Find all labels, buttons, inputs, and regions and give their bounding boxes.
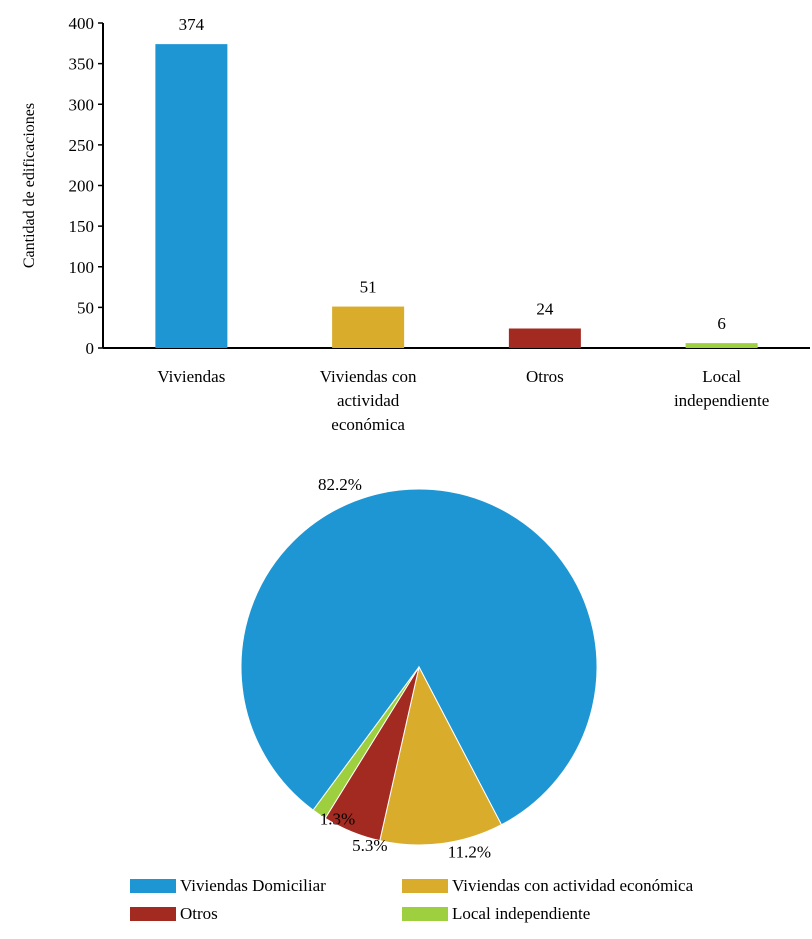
- pie-slice: [312, 666, 420, 819]
- legend-label: Otros: [180, 904, 218, 923]
- bar-data-label: 6: [717, 314, 726, 333]
- bar: [155, 44, 228, 348]
- x-tick-label: Otros: [526, 367, 564, 386]
- pie-data-label: 1.3%: [320, 810, 355, 829]
- y-tick-label: 100: [69, 258, 95, 277]
- x-tick-label: Viviendas con: [320, 367, 417, 386]
- y-axis-label: Cantidad de edificaciones: [21, 103, 38, 268]
- bar-data-label: 24: [536, 300, 554, 319]
- y-tick-label: 50: [77, 298, 94, 317]
- pie-chart: 82.2% 11.2% 5.3% 1.3%: [240, 475, 598, 861]
- x-tick-label: actividad: [337, 391, 400, 410]
- bar-chart: 0 50 100 150 200 250 300 350 400 Cantidad de edif…: [21, 14, 810, 434]
- legend-swatch: [130, 907, 176, 921]
- x-tick-label: independiente: [674, 391, 769, 410]
- x-tick-label: Local: [702, 367, 741, 386]
- legend-item-otros: Otros: [130, 904, 218, 924]
- legend-swatch: [402, 879, 448, 893]
- pie-data-label: 11.2%: [448, 842, 491, 861]
- y-tick-label: 250: [69, 136, 95, 155]
- y-tick-label: 300: [69, 95, 95, 114]
- pie-legend: Viviendas Domiciliar Viviendas con activ…: [130, 876, 790, 936]
- legend-label: Viviendas Domiciliar: [180, 876, 326, 895]
- legend-label: Viviendas con actividad económica: [452, 876, 694, 895]
- pie-slice: [379, 665, 503, 846]
- pie-data-label: 5.3%: [352, 836, 387, 855]
- legend-swatch: [402, 907, 448, 921]
- legend-label: Local independiente: [452, 904, 591, 923]
- legend-item-local-independiente: Local independiente: [402, 904, 590, 924]
- y-tick-label: 350: [69, 55, 95, 74]
- bar: [332, 306, 405, 348]
- bar: [508, 328, 581, 348]
- bar-data-label: 51: [360, 278, 377, 297]
- x-tick-label: Viviendas: [157, 367, 225, 386]
- legend-swatch: [130, 879, 176, 893]
- y-tick-label: 0: [86, 339, 95, 358]
- y-tick-label: 150: [69, 217, 95, 236]
- y-tick-label: 400: [69, 14, 95, 33]
- x-tick-label: económica: [331, 415, 405, 434]
- pie-data-label: 82.2%: [318, 475, 362, 494]
- pie-slice: [240, 488, 598, 826]
- bar-data-label: 374: [179, 15, 205, 34]
- bar: [685, 343, 758, 348]
- legend-item-viviendas-con-actividad: Viviendas con actividad económica: [402, 876, 693, 896]
- legend-item-viviendas-domiciliar: Viviendas Domiciliar: [130, 876, 326, 896]
- y-tick-label: 200: [69, 177, 95, 196]
